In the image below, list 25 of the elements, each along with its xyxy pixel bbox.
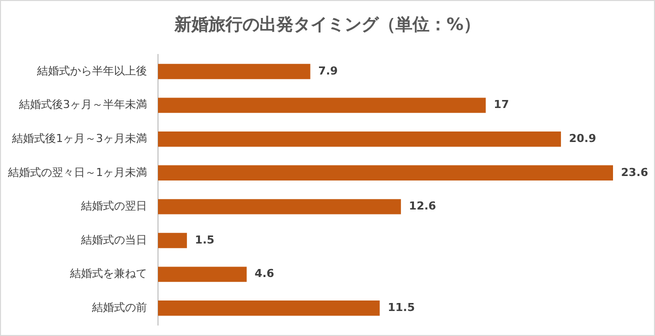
y-tick-label: 結婚式後1ヶ月～3ヶ月未満 — [11, 132, 147, 145]
y-tick-label: 結婚式を兼ねて — [69, 267, 147, 280]
bar — [158, 98, 486, 113]
data-label: 23.6 — [621, 166, 648, 179]
data-label: 17 — [494, 98, 510, 112]
bar — [158, 64, 310, 80]
y-tick-label: 結婚式の翌々日～1ヶ月未満 — [7, 166, 147, 179]
data-label: 4.6 — [254, 267, 275, 280]
data-label: 20.9 — [568, 132, 596, 145]
data-label: 7.9 — [318, 64, 338, 78]
data-label: 12.6 — [408, 200, 436, 213]
y-tick-label: 結婚式後3ヶ月～半年未満 — [18, 98, 147, 112]
bar — [158, 300, 380, 316]
y-tick-label: 結婚式の前 — [91, 300, 147, 314]
chart-title: 新婚旅行の出発タイミング（単位：%） — [173, 14, 482, 36]
y-tick-label: 結婚式の当日 — [80, 233, 147, 246]
data-label: 1.5 — [194, 233, 214, 246]
data-label: 11.5 — [388, 300, 415, 314]
bar — [158, 131, 561, 147]
y-tick-label: 結婚式から半年以上後 — [36, 64, 147, 78]
bar — [158, 232, 187, 248]
bar — [158, 165, 614, 181]
y-tick-label: 結婚式の翌日 — [80, 200, 147, 213]
bar — [158, 199, 401, 214]
bar — [158, 266, 247, 282]
